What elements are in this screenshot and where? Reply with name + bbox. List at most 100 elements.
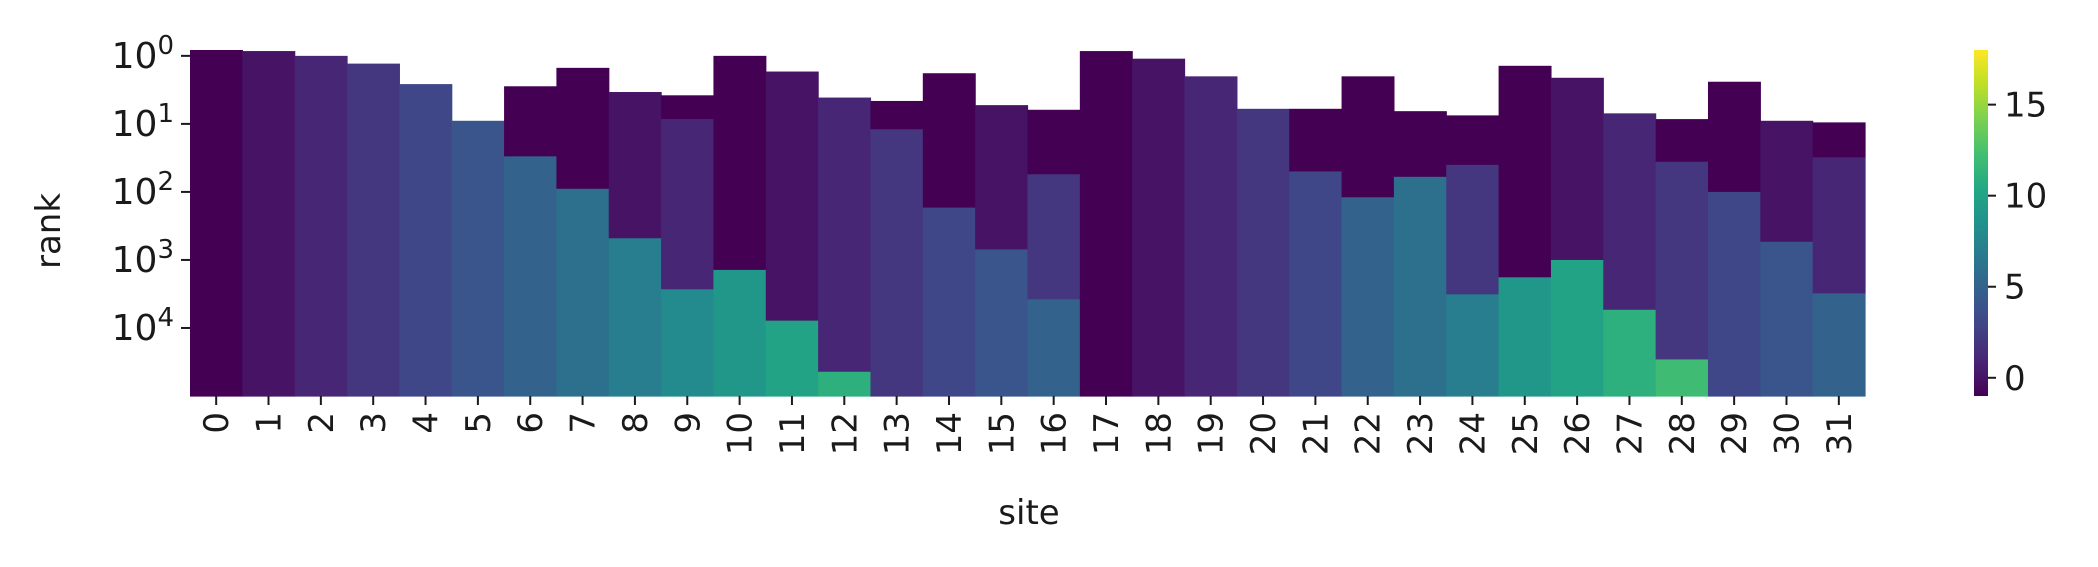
x-tick-label-3: 3 [354,412,394,434]
heatmap-cell-site-21-segment-1 [1289,171,1343,397]
x-tick-label-2: 2 [302,412,342,434]
y-axis-label: rank [29,193,69,269]
x-tick-label-20: 20 [1244,412,1284,455]
heatmap-cell-site-21-segment-0 [1289,108,1343,173]
colorbar-tick-label-0: 0 [2004,359,2026,399]
x-tick-label-15: 15 [982,412,1022,455]
heatmap-cell-site-12-segment-1 [818,371,872,397]
heatmap-cell-site-30-segment-1 [1760,241,1814,397]
heatmap-cell-site-28-segment-2 [1655,359,1709,397]
heatmap-cell-site-8-segment-0 [608,92,662,239]
heatmap-cell-site-16-segment-2 [1027,299,1081,397]
heatmap-cell-site-9-segment-0 [661,95,715,120]
heatmap-cell-site-5-segment-0 [451,120,505,397]
x-tick-label-31: 31 [1820,412,1860,455]
heatmap-cell-site-25-segment-1 [1498,277,1552,397]
heatmap-cell-site-1-segment-0 [242,51,296,397]
x-tick-label-1: 1 [250,412,290,434]
x-tick-label-12: 12 [825,412,865,455]
x-tick-label-26: 26 [1558,412,1598,455]
heatmap-cells [190,50,1866,397]
heatmap-cell-site-12-segment-0 [818,97,872,373]
x-axis-label: site [998,493,1059,533]
x-tick-label-5: 5 [459,412,499,434]
heatmap-cell-site-7-segment-1 [556,188,610,397]
heatmap-cell-site-16-segment-0 [1027,109,1081,175]
heatmap-cell-site-24-segment-1 [1446,164,1500,295]
y-tick-label-4: 104 [112,303,174,349]
heatmap-cell-site-10-segment-0 [713,55,767,271]
heatmap-cell-site-31-segment-1 [1812,157,1866,294]
x-tick-label-24: 24 [1453,412,1493,455]
heatmap-cell-site-13-segment-1 [870,129,924,397]
heatmap-cell-site-26-segment-1 [1550,259,1604,397]
x-tick-label-18: 18 [1139,412,1179,455]
heatmap-cell-site-27-segment-0 [1603,113,1657,311]
x-tick-label-6: 6 [511,412,551,434]
x-tick-label-19: 19 [1192,412,1232,455]
colorbar-tick-label-2: 10 [2004,177,2047,217]
x-tick-label-29: 29 [1715,412,1755,455]
heatmap-cell-site-29-segment-0 [1707,81,1761,193]
x-tick-label-25: 25 [1506,412,1546,455]
x-tick-label-21: 21 [1296,412,1336,455]
heatmap-cell-site-11-segment-0 [765,71,819,322]
x-tick-label-30: 30 [1768,412,1808,455]
y-tick-label-1: 101 [112,99,174,145]
heatmap-cell-site-29-segment-1 [1707,191,1761,397]
y-tick-label-3: 103 [112,235,174,281]
heatmap-cell-site-31-segment-2 [1812,293,1866,397]
heatmap-cell-site-7-segment-0 [556,67,610,190]
heatmap-cell-site-11-segment-1 [765,320,819,397]
heatmap-cell-site-24-segment-2 [1446,294,1500,397]
x-axis: 0 1 2 3 4 5 6 7 8 9 10 11 12 13 14 15 16 17 18 19 20 21 22 23 24… [197,396,1860,455]
heatmap-cell-site-28-segment-0 [1655,119,1709,163]
heatmap-cell-site-14-segment-0 [922,73,976,209]
heatmap-cell-site-25-segment-0 [1498,65,1552,278]
x-tick-label-16: 16 [1035,412,1075,455]
heatmap-cell-site-20-segment-0 [1236,108,1290,397]
heatmap-cell-site-3-segment-0 [347,63,400,397]
y-axis: 100 101 102 103 104 [112,31,190,349]
heatmap-cell-site-22-segment-1 [1341,197,1395,397]
heatmap-cell-site-6-segment-0 [504,86,557,157]
heatmap-cell-site-15-segment-1 [975,249,1029,397]
x-tick-label-27: 27 [1611,412,1651,455]
heatmap-cell-site-19-segment-0 [1184,76,1238,397]
heatmap-cell-site-30-segment-0 [1760,120,1814,243]
heatmap-cell-site-24-segment-0 [1446,115,1500,166]
x-tick-label-17: 17 [1087,412,1127,455]
x-tick-label-13: 13 [878,412,918,455]
colorbar-gradient [1974,50,1988,396]
y-tick-label-0: 100 [112,31,174,77]
x-tick-label-23: 23 [1401,412,1441,455]
x-tick-label-9: 9 [668,412,708,434]
heatmap-cell-site-9-segment-1 [661,119,715,290]
y-tick-label-2: 102 [112,167,174,213]
x-tick-label-4: 4 [407,412,447,434]
heatmap-cell-site-23-segment-1 [1393,176,1447,397]
x-tick-label-22: 22 [1349,412,1389,455]
heatmap-cell-site-6-segment-1 [504,156,557,397]
colorbar: 0 5 10 15 [1974,50,2047,399]
heatmap-cell-site-23-segment-0 [1393,111,1447,178]
heatmap-cell-site-14-segment-1 [922,207,976,397]
heatmap-cell-site-2-segment-0 [294,55,348,397]
colorbar-tick-label-3: 15 [2004,86,2047,126]
x-tick-label-8: 8 [616,412,656,434]
colorbar-tick-label-1: 5 [2004,268,2026,308]
heatmap-cell-site-22-segment-0 [1341,76,1395,198]
heatmap-cell-site-4-segment-0 [399,84,453,397]
heatmap-cell-site-27-segment-1 [1603,309,1657,397]
x-tick-label-0: 0 [197,412,237,434]
x-tick-label-11: 11 [773,412,813,455]
heatmap-cell-site-26-segment-0 [1550,77,1604,261]
x-tick-label-7: 7 [564,412,604,434]
x-tick-label-14: 14 [930,412,970,455]
heatmap-cell-site-0-segment-0 [190,50,243,397]
heatmap-cell-site-28-segment-1 [1655,161,1709,361]
heatmap-cell-site-17-segment-0 [1079,51,1133,397]
heatmap-cell-site-31-segment-0 [1812,122,1866,158]
heatmap-cell-site-9-segment-2 [661,289,715,397]
